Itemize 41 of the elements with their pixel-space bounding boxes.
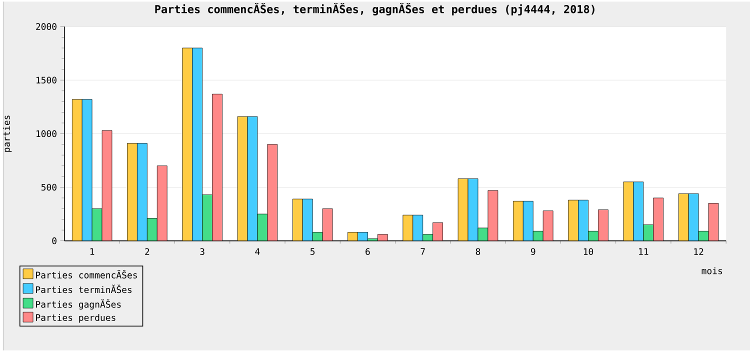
bar <box>182 48 193 241</box>
bar <box>633 182 644 241</box>
x-tick-label: 2 <box>145 248 150 256</box>
legend-label: Parties gagnĂŠes <box>36 299 121 310</box>
bar <box>623 182 634 241</box>
chart-title: Parties commencĂŠes, terminĂŠes, gagnĂŠes et perdues (pj4444, 2018) <box>155 3 594 16</box>
x-tick-label: 9 <box>530 248 536 256</box>
x-tick-label: 1 <box>90 248 94 255</box>
y-tick-label: 2000 <box>36 23 56 30</box>
y-tick-label: 1500 <box>36 76 56 84</box>
bar <box>137 143 148 241</box>
bar <box>292 199 303 241</box>
bar <box>302 199 313 241</box>
bar <box>127 143 138 241</box>
bar <box>412 215 424 241</box>
legend-label: Parties terminĂŠes <box>36 284 132 294</box>
bar <box>237 116 248 241</box>
y-tick-label: 1000 <box>36 130 56 138</box>
bar <box>513 201 524 241</box>
y-tick-label: 500 <box>41 184 56 191</box>
x-axis-title: mois <box>702 268 722 274</box>
x-tick-label: 12 <box>694 248 704 256</box>
x-tick-label: 8 <box>476 248 480 256</box>
bar <box>578 200 588 241</box>
bar <box>522 201 534 241</box>
y-axis-title: parties <box>2 116 12 152</box>
y-tick-label: 0 <box>52 238 56 244</box>
x-tick-label: 11 <box>639 248 648 255</box>
bar <box>247 116 258 241</box>
x-tick-label: 10 <box>584 248 594 256</box>
bar <box>72 99 82 241</box>
legend-label: Parties commencĂŠes <box>36 270 137 279</box>
x-tick-label: 7 <box>420 248 425 255</box>
bar <box>82 99 92 241</box>
x-tick-label: 4 <box>255 248 260 255</box>
x-tick-label: 3 <box>200 248 204 256</box>
bar <box>568 200 578 241</box>
x-tick-label: 5 <box>310 248 315 256</box>
bar <box>192 48 203 241</box>
x-tick-label: 6 <box>366 248 370 256</box>
legend-label: Parties perdues <box>36 314 116 323</box>
